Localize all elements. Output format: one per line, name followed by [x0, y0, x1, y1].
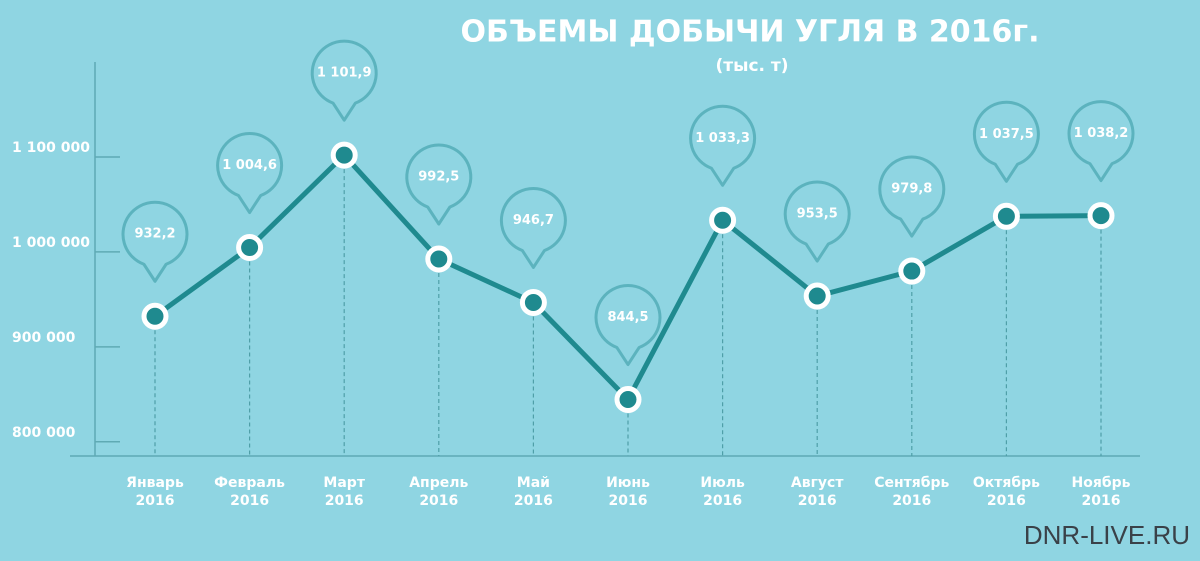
- value-label: 1 037,5: [979, 127, 1034, 142]
- point: [614, 386, 642, 414]
- y-tick-label: 1 000 000: [12, 235, 90, 251]
- point: [992, 202, 1020, 230]
- point: [141, 302, 169, 330]
- point: [425, 245, 453, 273]
- point: [1087, 202, 1115, 230]
- x-tick-label: Сентябрь 2016: [874, 475, 950, 509]
- value-label: 992,5: [418, 170, 459, 185]
- x-tick-label: Ноябрь 2016: [1071, 475, 1131, 509]
- value-label: 979,8: [891, 182, 932, 197]
- x-tick-label: Март 2016: [323, 475, 365, 509]
- x-tick-label: Апрель 2016: [409, 475, 469, 509]
- y-tick-label: 800 000: [12, 425, 76, 441]
- x-tick-label: Февраль 2016: [214, 475, 285, 509]
- chart-subtitle: (тыс. т): [715, 56, 788, 76]
- value-label: 1 033,3: [695, 131, 750, 146]
- y-tick-label: 900 000: [12, 330, 76, 346]
- x-tick-label: Август 2016: [790, 475, 844, 509]
- point: [803, 282, 831, 310]
- callout: [216, 132, 284, 215]
- callout: [405, 143, 473, 226]
- x-tick-label: Июль 2016: [700, 475, 745, 509]
- point: [519, 288, 547, 316]
- value-label: 932,2: [134, 227, 175, 242]
- callout: [121, 200, 189, 283]
- value-label: 946,7: [513, 213, 554, 228]
- callout: [310, 39, 378, 122]
- x-tick-label: Май 2016: [513, 475, 553, 509]
- point: [709, 206, 737, 234]
- value-label: 1 038,2: [1074, 126, 1129, 141]
- x-tick-label: Июнь 2016: [606, 475, 650, 509]
- callout: [594, 284, 662, 367]
- callout: [878, 155, 946, 238]
- y-tick-label: 1 100 000: [12, 140, 90, 156]
- callout: [1067, 100, 1135, 183]
- watermark: DNR-LIVE.RU: [1024, 520, 1190, 550]
- callout: [499, 186, 567, 269]
- callout: [783, 180, 851, 263]
- value-label: 1 101,9: [317, 66, 372, 81]
- value-label: 844,5: [607, 310, 648, 325]
- point: [330, 141, 358, 169]
- point: [898, 257, 926, 285]
- callout: [689, 104, 757, 187]
- x-tick-label: Октябрь 2016: [972, 475, 1040, 509]
- chart-title: ОБЪЕМЫ ДОБЫЧИ УГЛЯ В 2016г.: [461, 15, 1040, 50]
- point: [236, 234, 264, 262]
- callout: [972, 100, 1040, 183]
- x-tick-label: Январь 2016: [126, 475, 184, 509]
- value-label: 1 004,6: [222, 158, 277, 173]
- value-label: 953,5: [797, 207, 838, 222]
